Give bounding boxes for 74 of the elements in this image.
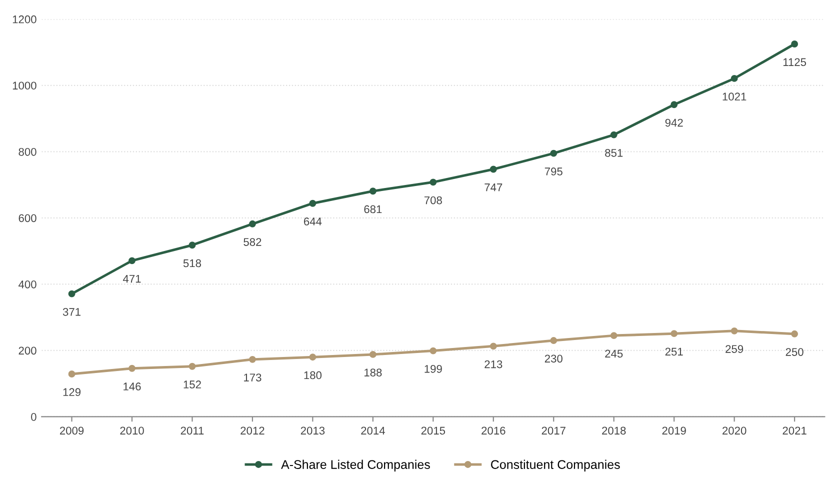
x-tick-label: 2021 [782, 426, 806, 435]
data-label: 250 [786, 348, 804, 356]
data-label: 942 [665, 118, 683, 127]
data-label: 173 [244, 374, 262, 382]
data-label: 644 [304, 218, 322, 226]
point [490, 342, 497, 350]
point [68, 370, 76, 378]
x-tick-label: 2016 [482, 426, 506, 435]
point [188, 242, 196, 249]
data-label: 180 [304, 371, 322, 380]
point [430, 178, 437, 186]
point [610, 332, 618, 340]
point [369, 188, 376, 195]
x-tick-label: 2017 [542, 426, 566, 435]
y-tick-label: 0 [31, 412, 36, 421]
y-tick-label: 400 [18, 280, 36, 288]
x-tick-label: 2014 [361, 426, 385, 435]
legend-label: A-Share Listed Companies [281, 460, 430, 472]
x-tick-label: 2011 [180, 426, 204, 435]
y-tick-label: 800 [18, 148, 36, 156]
data-label: 851 [605, 148, 623, 157]
point [309, 200, 316, 207]
data-label: 1125 [783, 58, 806, 66]
y-tick-label: 200 [18, 346, 36, 355]
data-label: 146 [124, 382, 141, 390]
x-tick-label: 2013 [300, 426, 325, 435]
point [670, 101, 678, 108]
y-tick-label: 600 [18, 214, 36, 222]
point [610, 131, 618, 138]
x-tick-label: 2020 [722, 426, 746, 435]
data-label: 471 [122, 274, 141, 283]
point [128, 364, 136, 372]
point [791, 40, 798, 48]
data-label: 747 [484, 184, 502, 192]
data-label: 708 [424, 196, 442, 204]
point [309, 354, 316, 361]
y-tick-label: 1000 [12, 82, 36, 90]
point [550, 150, 558, 157]
point [730, 327, 738, 334]
point [430, 347, 437, 354]
data-label: 582 [244, 238, 262, 246]
data-label: 188 [364, 368, 382, 376]
point [550, 337, 558, 344]
point [791, 330, 798, 338]
point [68, 290, 76, 298]
legend-label: Constituent Companies [491, 460, 620, 472]
point [490, 166, 497, 173]
x-tick-label: 2015 [421, 426, 446, 435]
x-tick-label: 2019 [662, 426, 686, 435]
data-label: 681 [364, 205, 382, 214]
point [188, 362, 196, 370]
x-tick-label: 2009 [60, 426, 84, 435]
data-label: 199 [424, 364, 442, 373]
data-label: 259 [726, 345, 744, 353]
data-label: 129 [63, 388, 81, 396]
data-label: 230 [544, 354, 562, 363]
data-label: 213 [484, 360, 502, 368]
data-label: 795 [544, 168, 562, 176]
data-label: 371 [62, 308, 80, 316]
x-tick-label: 2010 [120, 426, 144, 435]
x-tick-label: 2012 [240, 426, 264, 435]
point [670, 330, 678, 338]
point [248, 356, 256, 363]
x-tick-label: 2018 [602, 426, 626, 435]
data-label: 518 [183, 259, 202, 268]
y-tick-label: 1200 [12, 15, 36, 24]
data-label: 245 [605, 350, 623, 358]
point [369, 350, 376, 358]
point [730, 74, 738, 82]
point [128, 257, 136, 264]
data-label: 251 [665, 348, 683, 356]
data-label: 1021 [722, 92, 746, 101]
data-label: 152 [184, 380, 201, 388]
point [248, 220, 256, 228]
